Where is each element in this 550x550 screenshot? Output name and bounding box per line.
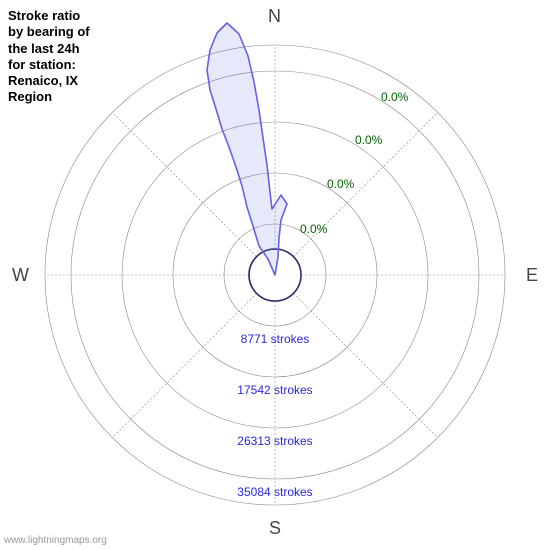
- cardinal-s: S: [269, 518, 281, 539]
- ring-strokes-1: 17542 strokes: [237, 383, 312, 397]
- chart-title: Stroke ratio by bearing of the last 24h …: [8, 8, 90, 106]
- ring-pct-0: 0.0%: [300, 222, 327, 236]
- ring-pct-2: 0.0%: [355, 133, 382, 147]
- polar-chart-container: { "title_lines": ["Stroke ratio", "by be…: [0, 0, 550, 550]
- ring-strokes-0: 8771 strokes: [241, 332, 310, 346]
- cardinal-n: N: [268, 6, 281, 27]
- footer-credit: www.lightningmaps.org: [4, 535, 107, 546]
- cardinal-w: W: [12, 265, 29, 286]
- ring-strokes-3: 35084 strokes: [237, 485, 312, 499]
- cardinal-e: E: [526, 265, 538, 286]
- ring-pct-3: 0.0%: [381, 90, 408, 104]
- ring-strokes-2: 26313 strokes: [237, 434, 312, 448]
- ring-pct-1: 0.0%: [327, 177, 354, 191]
